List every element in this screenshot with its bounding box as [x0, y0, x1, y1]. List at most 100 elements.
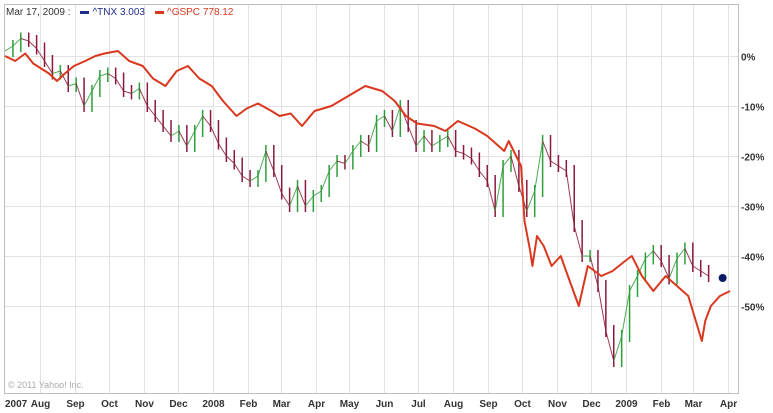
tnx-segment [352, 140, 362, 152]
tnx-segment [59, 70, 69, 87]
tnx-segment [660, 260, 670, 279]
x-tick-label: Nov [135, 399, 154, 410]
x-tick-label: 2007 [5, 399, 28, 410]
tnx-segment [210, 125, 219, 144]
tnx-segment [20, 38, 29, 42]
x-tick-label: Jul [411, 399, 426, 410]
tnx-segment [138, 88, 148, 107]
tnx-segment [202, 115, 211, 127]
tnx-segment [344, 150, 354, 164]
tnx-segment [281, 193, 291, 207]
x-tick-label: 2009 [615, 399, 638, 410]
tnx-segment [613, 335, 623, 362]
tnx-segment [597, 285, 607, 332]
x-tick-label: Dec [169, 399, 188, 410]
tnx-segment [257, 150, 267, 177]
x-tick-label: Oct [514, 399, 531, 410]
tnx-segment [526, 190, 536, 212]
tnx-segment [233, 163, 243, 177]
tnx-segment [162, 125, 172, 137]
chart-legend: Mar 17, 2009 : ^TNX 3.003 ^GSPC 778.12 [6, 5, 233, 21]
tnx-segment [83, 90, 93, 107]
tnx-segment [328, 160, 338, 172]
tnx-segment [52, 70, 61, 74]
tnx-segment [423, 135, 433, 147]
tnx-segment [376, 115, 385, 122]
tnx-segment [415, 135, 425, 147]
x-tick-label: Aug [444, 399, 463, 410]
tnx-segment [154, 115, 164, 127]
tnx-segment [565, 170, 575, 227]
legend-date: Mar 17, 2009 : [6, 7, 71, 18]
current-point-marker [718, 274, 727, 282]
tnx-segment [12, 38, 22, 47]
x-tick-label: Dec [582, 399, 601, 410]
tnx-segment [668, 258, 678, 279]
plot-frame [4, 4, 739, 394]
tnx-segment [558, 165, 567, 172]
tnx-segment [170, 130, 180, 137]
legend-tnx-value: 3.003 [119, 7, 145, 18]
y-tick-label: -10% [741, 103, 764, 114]
tnx-segment [360, 140, 369, 147]
y-tick-label: -40% [741, 253, 764, 264]
tnx-segment [336, 160, 346, 164]
tnx-segment [439, 135, 449, 142]
tnx-segment [471, 158, 480, 172]
tnx-segment [99, 73, 108, 77]
tnx-segment [289, 185, 298, 207]
tnx-segment [194, 115, 204, 132]
x-tick-label: Aug [31, 399, 50, 410]
legend-tnx-symbol: ^TNX [92, 7, 118, 18]
copyright-text: © 2011 Yahoo! Inc. [8, 380, 84, 390]
horizontal-gridlines [5, 56, 738, 307]
tnx-segment [684, 248, 694, 267]
x-tick-label: Nov [548, 399, 567, 410]
tnx-segment [265, 150, 275, 172]
tnx-segment [297, 185, 306, 207]
tnx-segment [36, 48, 45, 62]
tnx-segment [478, 170, 488, 182]
tnx-segment [28, 40, 37, 49]
tnx-segment [75, 83, 85, 107]
tnx-segment [305, 195, 314, 207]
x-tick-label: Mar [685, 399, 703, 410]
tnx-segment [407, 125, 417, 147]
y-axis-tick-labels: 0% -10% -20% -30% -40% -50% [741, 53, 764, 314]
tnx-segment [542, 140, 551, 162]
tnx-segment [637, 258, 646, 277]
tnx-segment [463, 153, 472, 159]
x-tick-label: Jun [376, 399, 394, 410]
tnx-segment [605, 330, 615, 362]
tnx-segment [320, 170, 330, 192]
tnx-segment [313, 190, 322, 197]
tnx-segment [146, 105, 156, 117]
legend-gspc-symbol: ^GSPC [167, 7, 201, 18]
tnx-segment [573, 225, 583, 257]
vertical-gridlines [40, 5, 729, 393]
legend-gspc-value: 778.12 [202, 7, 234, 18]
x-tick-label: Feb [653, 399, 671, 410]
x-tick-label: Sep [66, 399, 84, 410]
tnx-segment [91, 75, 101, 92]
y-tick-label: -50% [741, 303, 764, 314]
x-tick-label: Apr [720, 399, 737, 410]
x-tick-label: Feb [240, 399, 258, 410]
tnx-segment [455, 150, 464, 154]
gspc-swatch-icon [155, 10, 164, 14]
x-tick-label: Oct [101, 399, 118, 410]
tnx-segment [494, 165, 504, 212]
tnx-segment [241, 175, 251, 182]
tnx-segment [368, 120, 378, 147]
tnx-segment [447, 135, 457, 152]
tnx-segment [249, 175, 259, 182]
tnx-segment [391, 105, 401, 132]
tnx-segment [502, 155, 512, 167]
x-tick-label: Apr [308, 399, 325, 410]
x-tick-label: 2008 [202, 399, 225, 410]
tnx-segment [186, 130, 196, 147]
tnx-swatch-icon [80, 10, 90, 14]
tnx-segment [486, 180, 496, 212]
